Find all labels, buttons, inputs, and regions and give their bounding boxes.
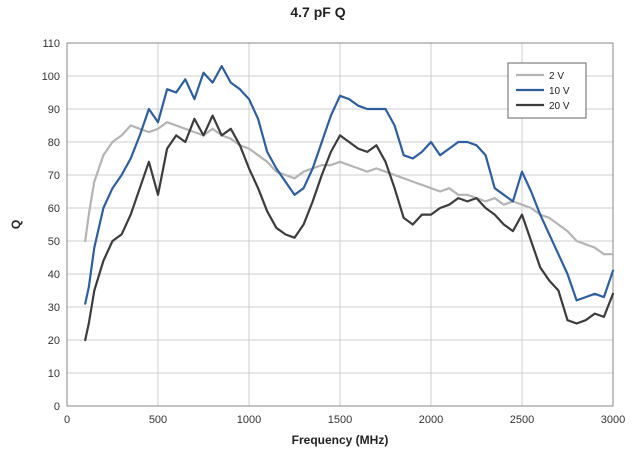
series-line-10v bbox=[84, 64, 615, 305]
y-tick-label: 0 bbox=[54, 401, 60, 413]
legend-label: 2 V bbox=[549, 71, 564, 82]
x-tick-label: 2000 bbox=[419, 414, 443, 426]
y-axis-title: Q bbox=[9, 220, 23, 229]
y-tick-label: 10 bbox=[48, 368, 60, 380]
legend: 2 V 10 V 20 V bbox=[507, 62, 587, 119]
y-tick-label: 110 bbox=[42, 38, 60, 50]
x-tick-label: 2500 bbox=[510, 414, 534, 426]
legend-label: 20 V bbox=[549, 101, 570, 112]
plot-frame bbox=[66, 42, 614, 407]
x-tick-label: 500 bbox=[149, 414, 167, 426]
series-lines bbox=[84, 64, 615, 342]
x-tick-label: 1500 bbox=[328, 414, 352, 426]
y-tick-label: 80 bbox=[48, 137, 60, 149]
tick-labels: 0 10 20 30 40 50 60 70 80 90 100 110 0 500 1000 1500 200… bbox=[42, 38, 626, 426]
y-tick-label: 60 bbox=[48, 203, 60, 215]
y-tick-label: 40 bbox=[48, 269, 60, 281]
x-tick-label: 0 bbox=[64, 414, 70, 426]
x-axis-title: Frequency (MHz) bbox=[292, 433, 389, 447]
chart-title: 4.7 pF Q bbox=[290, 4, 346, 20]
y-tick-label: 90 bbox=[48, 104, 60, 116]
x-tick-label: 1000 bbox=[237, 414, 261, 426]
legend-label: 10 V bbox=[549, 86, 570, 97]
y-tick-label: 20 bbox=[48, 335, 60, 347]
series-line-20v bbox=[84, 114, 615, 342]
y-tick-label: 100 bbox=[42, 71, 60, 83]
x-tick-label: 3000 bbox=[601, 414, 625, 426]
y-tick-label: 50 bbox=[48, 236, 60, 248]
series-line-2v bbox=[84, 121, 615, 256]
y-tick-label: 70 bbox=[48, 170, 60, 182]
y-tick-label: 30 bbox=[48, 302, 60, 314]
